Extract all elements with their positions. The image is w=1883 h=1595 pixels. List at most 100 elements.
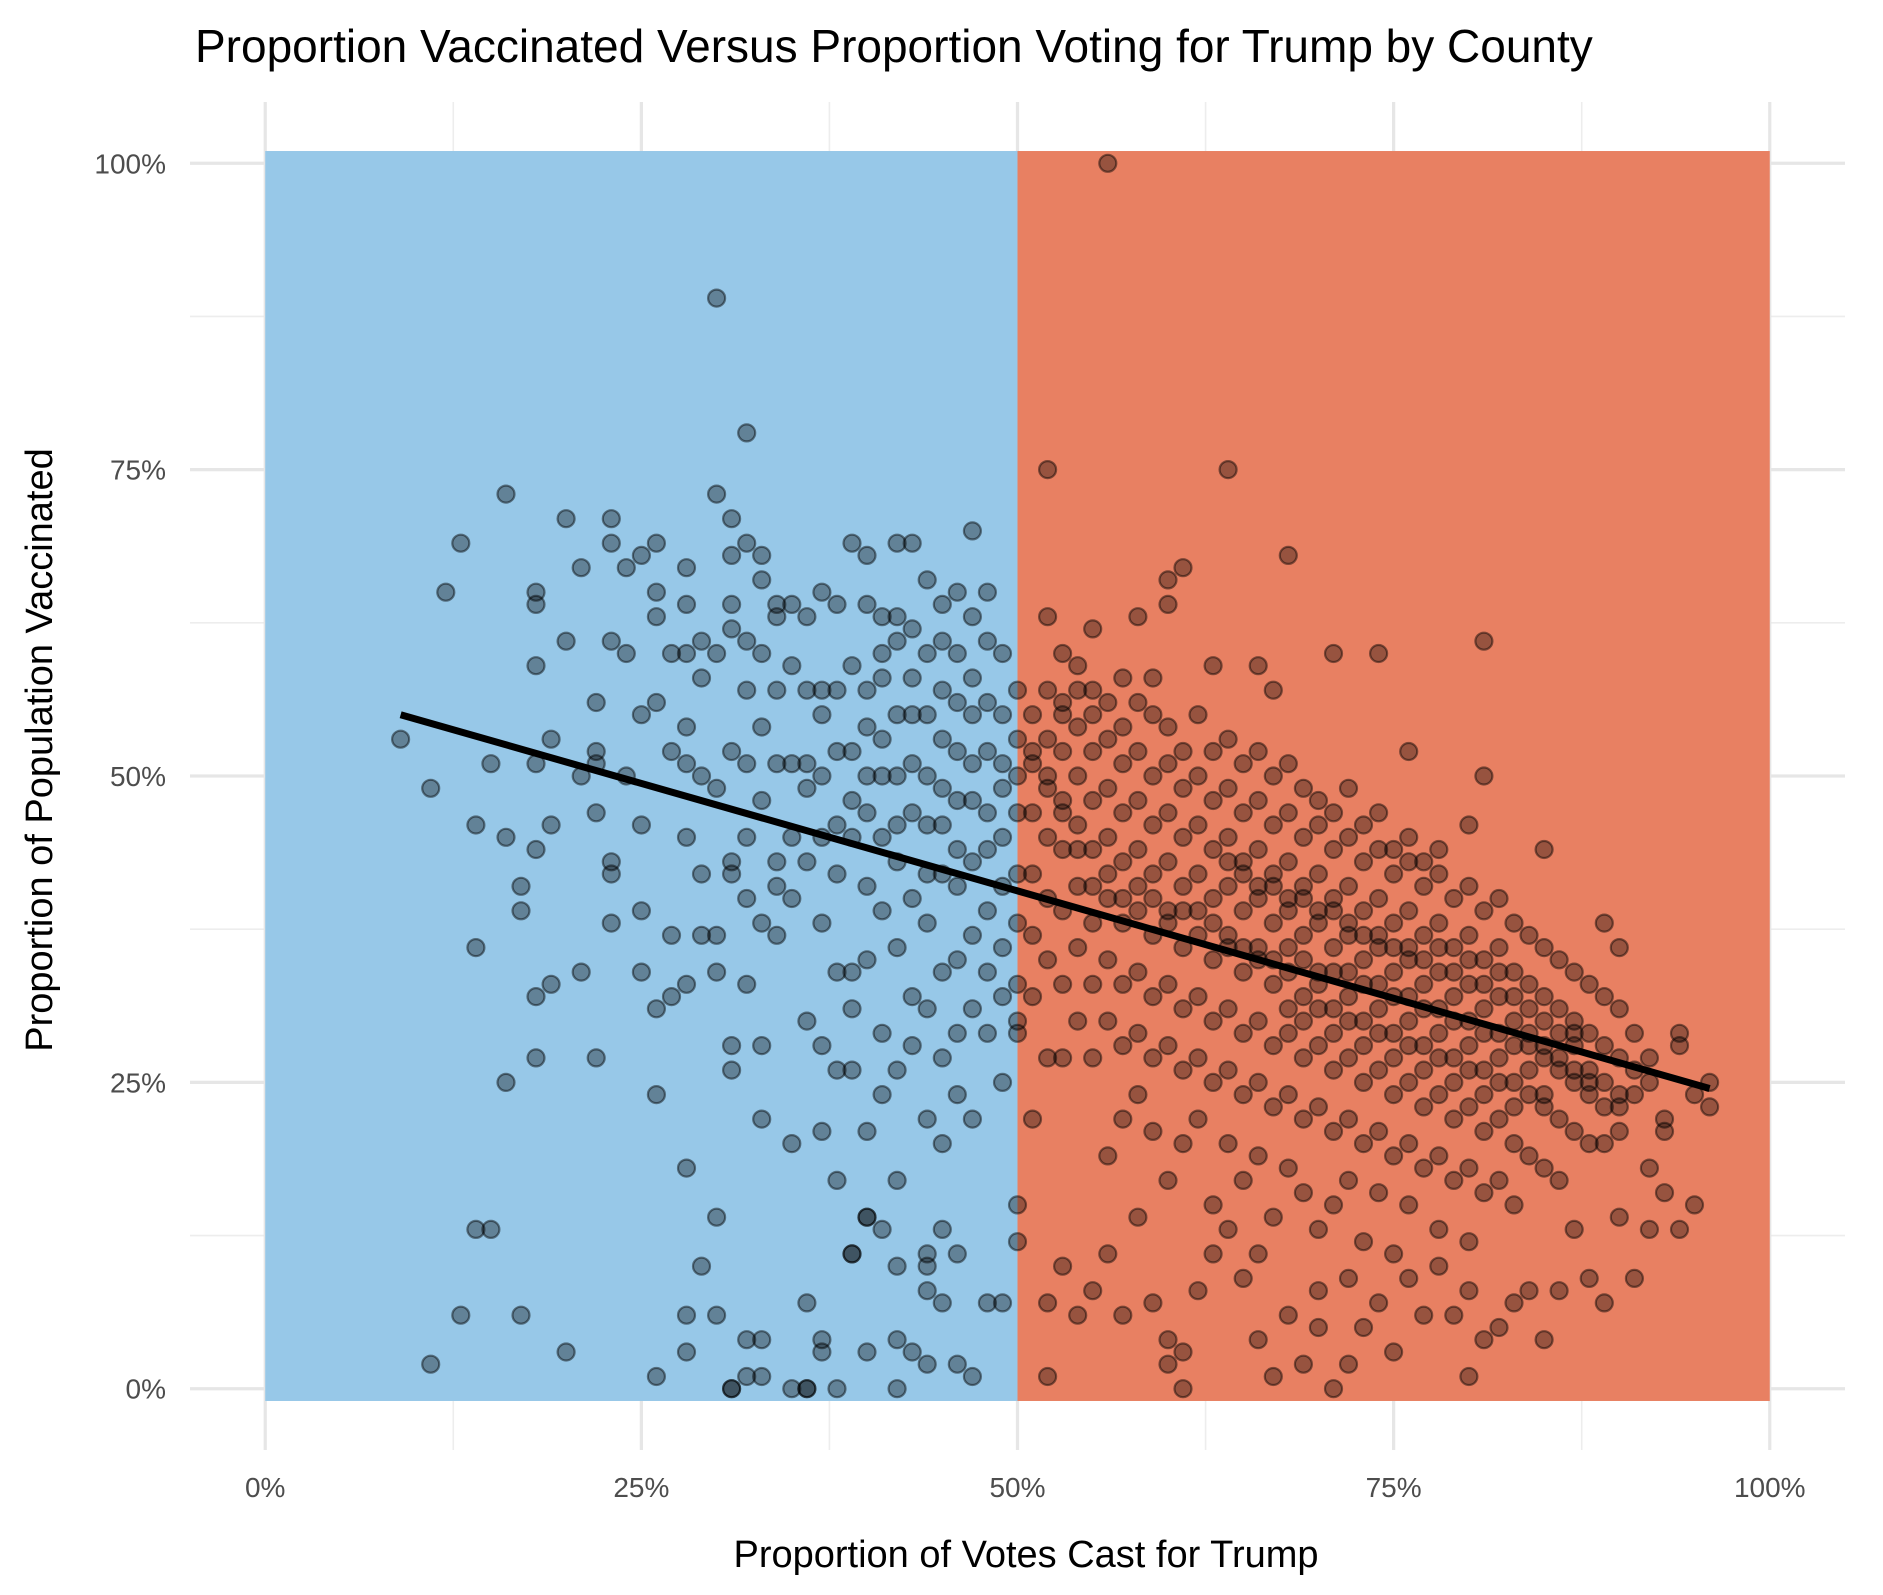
- data-point: [1564, 1219, 1584, 1240]
- data-point: [1459, 815, 1479, 835]
- data-point: [556, 631, 576, 651]
- data-point: [962, 668, 983, 688]
- data-point: [902, 1035, 922, 1056]
- data-point: [977, 1023, 998, 1043]
- data-point: [1068, 937, 1088, 958]
- data-point: [1383, 864, 1404, 884]
- data-point: [1429, 962, 1449, 982]
- data-point: [1218, 1133, 1238, 1154]
- data-point: [1007, 864, 1028, 884]
- data-point: [1308, 1317, 1329, 1338]
- data-point: [1429, 1146, 1449, 1166]
- data-point: [1007, 1195, 1028, 1215]
- data-point: [1278, 1158, 1298, 1178]
- data-point: [1444, 1170, 1464, 1191]
- data-point: [857, 1342, 877, 1362]
- data-point: [556, 509, 576, 529]
- data-point: [1323, 1060, 1344, 1080]
- y-tick-label: 25%: [110, 1067, 166, 1098]
- data-point: [1218, 852, 1238, 872]
- data-point: [1669, 1023, 1690, 1043]
- data-point: [586, 692, 606, 713]
- data-point: [676, 1305, 697, 1325]
- data-point: [887, 631, 907, 651]
- data-point: [917, 705, 937, 725]
- data-point: [1068, 717, 1088, 737]
- x-tick-label: 0%: [245, 1472, 285, 1503]
- data-point: [1263, 815, 1283, 835]
- data-point: [1052, 1256, 1073, 1276]
- data-point: [932, 729, 952, 749]
- data-point: [1158, 1170, 1178, 1191]
- data-point: [992, 778, 1013, 798]
- data-point: [782, 656, 802, 676]
- data-point: [767, 852, 787, 872]
- data-point: [737, 974, 757, 994]
- data-point: [767, 876, 787, 896]
- data-point: [1022, 705, 1043, 725]
- data-point: [1173, 741, 1193, 762]
- data-point: [1037, 766, 1058, 786]
- data-point: [1158, 594, 1178, 615]
- data-point: [1293, 888, 1314, 909]
- data-point: [1083, 619, 1103, 639]
- data-point: [1052, 692, 1073, 713]
- data-point: [797, 852, 817, 872]
- data-point: [842, 533, 862, 553]
- data-point: [586, 741, 606, 762]
- data-point: [1278, 803, 1298, 823]
- data-point: [827, 680, 847, 700]
- data-point: [1248, 888, 1268, 909]
- data-point: [902, 533, 922, 553]
- data-point: [1218, 729, 1238, 749]
- data-point: [1414, 1097, 1434, 1117]
- data-point: [1022, 925, 1043, 945]
- data-point: [737, 631, 757, 651]
- data-point: [1624, 1268, 1645, 1289]
- data-point: [1549, 1023, 1569, 1043]
- data-point: [962, 521, 983, 541]
- data-point: [812, 1342, 832, 1362]
- data-point: [1353, 1011, 1374, 1031]
- data-point: [526, 1048, 546, 1068]
- data-point: [1233, 1268, 1253, 1289]
- data-point: [1429, 1219, 1449, 1240]
- data-point: [1323, 937, 1344, 958]
- data-point: [1323, 1379, 1344, 1399]
- data-point: [902, 668, 922, 688]
- data-point: [1203, 1195, 1223, 1215]
- data-point: [1669, 1219, 1690, 1240]
- data-point: [812, 1121, 832, 1142]
- data-point: [1579, 1133, 1599, 1154]
- data-point: [1353, 1072, 1374, 1093]
- data-point: [616, 643, 636, 664]
- data-point: [1549, 1170, 1569, 1191]
- data-point: [586, 1048, 606, 1068]
- data-point: [556, 1342, 576, 1362]
- data-point: [1278, 901, 1298, 921]
- data-point: [812, 913, 832, 933]
- data-point: [1353, 1133, 1374, 1154]
- data-point: [1459, 950, 1479, 970]
- data-point: [1323, 999, 1344, 1019]
- data-point: [1594, 986, 1614, 1007]
- data-point: [842, 962, 862, 982]
- data-point: [1203, 950, 1223, 970]
- data-point: [1654, 1183, 1675, 1203]
- data-point: [1564, 1121, 1584, 1142]
- data-point: [1474, 631, 1494, 651]
- data-point: [1429, 864, 1449, 884]
- data-point: [661, 986, 682, 1007]
- data-point: [872, 1084, 892, 1105]
- data-point: [1383, 1023, 1404, 1043]
- data-point: [1474, 950, 1494, 970]
- data-point: [631, 815, 652, 835]
- data-point: [1368, 925, 1389, 945]
- data-point: [947, 1354, 967, 1374]
- data-point: [1399, 950, 1419, 970]
- data-point: [1383, 1084, 1404, 1105]
- data-point: [1052, 803, 1073, 823]
- x-tick-label: 50%: [989, 1472, 1045, 1503]
- data-point: [1052, 705, 1073, 725]
- data-point: [601, 864, 621, 884]
